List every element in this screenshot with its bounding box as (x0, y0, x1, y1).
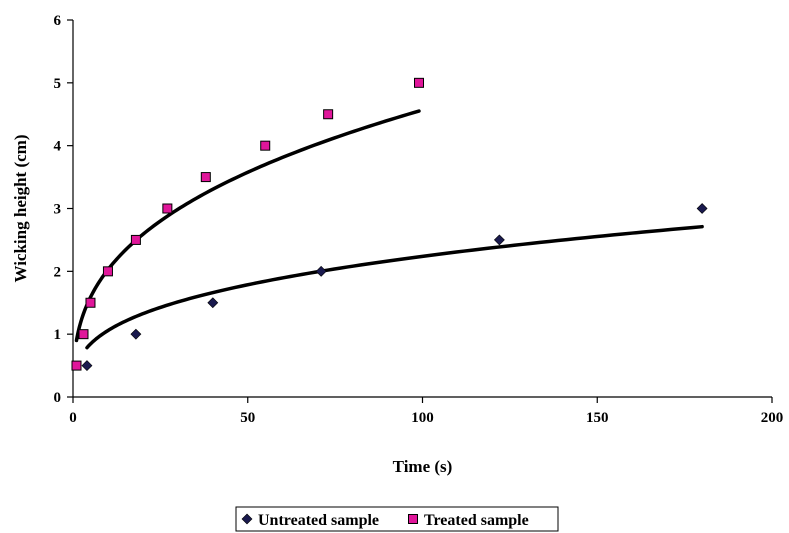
axes (67, 19, 773, 403)
point-treated (323, 109, 334, 120)
legend-marker-square (408, 514, 418, 524)
legend-entry-treated: Treated sample (408, 512, 529, 529)
point-untreated (207, 297, 219, 309)
legend: Untreated sample Treated sample (235, 506, 559, 532)
y-tick-label: 2 (54, 264, 62, 280)
legend-box (235, 506, 559, 532)
tick-labels: 0 1 2 3 4 5 6 0 50 100 150 200 (54, 13, 784, 426)
trendline-treated (74, 109, 421, 343)
y-tick-label: 5 (54, 76, 62, 92)
legend-entry-untreated: Untreated sample (241, 512, 379, 529)
point-untreated (493, 234, 505, 246)
point-untreated (315, 265, 327, 277)
point-untreated (81, 360, 93, 372)
x-tick-label: 200 (761, 410, 784, 426)
point-treated (78, 329, 89, 340)
y-tick-label: 1 (54, 327, 62, 343)
point-untreated (696, 203, 708, 214)
trendlines (74, 109, 704, 350)
point-treated (162, 203, 173, 214)
legend-marker-diamond (241, 513, 253, 525)
x-tick-label: 0 (69, 410, 77, 426)
point-treated (200, 172, 211, 183)
y-tick-label: 3 (54, 202, 62, 218)
legend-label-treated: Treated sample (424, 512, 529, 529)
point-treated (130, 234, 141, 245)
y-tick-label: 6 (54, 13, 62, 29)
point-treated (102, 266, 113, 277)
x-axis-title: Time (s) (393, 457, 453, 476)
x-tick-label: 100 (411, 410, 434, 426)
trendline-untreated (85, 224, 704, 350)
legend-label-untreated: Untreated sample (258, 512, 379, 529)
x-tick-label: 50 (240, 410, 255, 426)
y-tick-label: 4 (54, 139, 62, 155)
point-treated (85, 297, 96, 308)
point-untreated (130, 328, 142, 340)
point-treated (414, 77, 425, 88)
x-tick-label: 150 (586, 410, 609, 426)
point-treated (71, 360, 82, 371)
y-tick-label: 0 (54, 390, 62, 406)
y-axis-title: Wicking height (cm) (11, 135, 30, 283)
point-treated (260, 140, 271, 151)
data-points (71, 77, 708, 372)
